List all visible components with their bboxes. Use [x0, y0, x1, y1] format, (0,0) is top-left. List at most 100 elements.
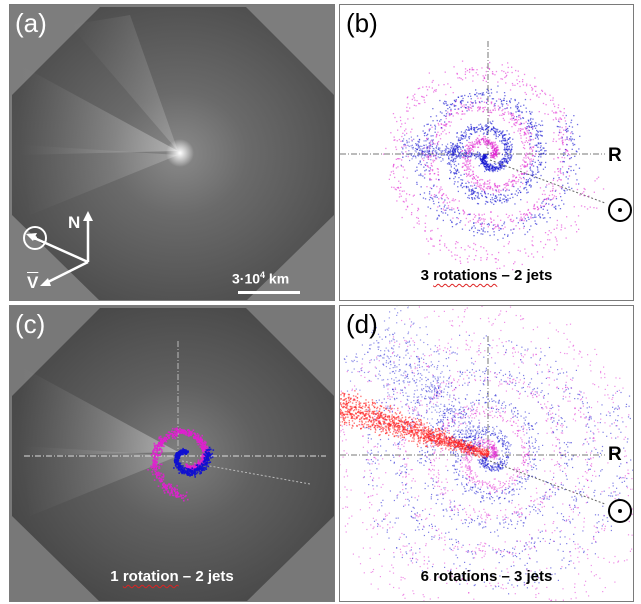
jet-particle [515, 190, 518, 192]
jet-particle [419, 193, 421, 196]
jet-particle [430, 164, 432, 167]
jet-particle [424, 230, 426, 232]
jet-particle [438, 201, 440, 204]
jet-particle [199, 440, 201, 443]
jet-particle [412, 117, 415, 119]
jet-particle [423, 192, 426, 194]
jet-particle [517, 474, 519, 476]
jet-particle [381, 565, 383, 567]
jet-particle [584, 206, 586, 208]
jet-particle [490, 101, 492, 103]
jet-particle [503, 99, 505, 102]
jet-particle [493, 231, 495, 233]
jet-particle [527, 181, 529, 183]
jet-particle [574, 526, 576, 529]
jet-particle [516, 217, 518, 219]
jet-particle [533, 125, 536, 127]
jet-particle [474, 100, 476, 102]
jet-particle [507, 62, 509, 64]
jet-particle [464, 192, 467, 195]
jet-particle [168, 431, 171, 433]
jet-particle [555, 189, 557, 191]
jet-particle [540, 134, 542, 136]
jet-particle [167, 491, 169, 494]
jet-particle [543, 190, 545, 192]
jet-particle [528, 505, 530, 507]
jet-particle [457, 113, 459, 115]
jet-particle [429, 145, 432, 147]
jet-particle [538, 364, 541, 366]
jet-particle [523, 73, 526, 76]
jet-particle [197, 436, 200, 439]
jet-particle [434, 126, 437, 128]
jet-particle [567, 178, 569, 180]
jet-particle [538, 96, 540, 98]
jet-particle [157, 455, 159, 458]
jet-particle [568, 168, 570, 170]
jet-particle [476, 131, 478, 133]
jet-particle [495, 258, 497, 260]
jet-particle [558, 131, 561, 133]
jet-particle [561, 188, 563, 190]
jet-particle [482, 218, 485, 220]
jet-particle [435, 158, 437, 160]
jet-particle [193, 470, 196, 472]
jet-particle [515, 177, 517, 179]
jet-particle [541, 124, 544, 126]
jet-particle [464, 137, 466, 139]
jet-particle [526, 173, 528, 175]
jet-particle [539, 93, 541, 95]
jet-particle [362, 547, 364, 549]
jet-particle [506, 157, 508, 160]
jet-particle [450, 110, 452, 112]
jet-particle [502, 188, 504, 190]
jet-particle [484, 550, 486, 553]
jet-particle [186, 469, 189, 472]
jet-particle [421, 149, 423, 151]
jet-particle [513, 469, 515, 471]
jet-particle [479, 158, 481, 161]
jet-particle [485, 128, 487, 130]
jet-particle [566, 144, 568, 146]
jet-particle [542, 214, 544, 216]
jet-particle [578, 183, 580, 185]
jet-particle [422, 154, 424, 156]
jet-particle [608, 397, 610, 399]
jet-particle [400, 119, 402, 122]
jet-particle [514, 484, 516, 486]
jet-particle [176, 496, 178, 498]
jet-particle [536, 94, 538, 96]
jet-particle [467, 166, 469, 168]
jet-particle [469, 160, 471, 162]
jet-particle [498, 166, 500, 168]
jet-particle [439, 149, 441, 151]
jet-particle [487, 130, 490, 132]
jet-particle [491, 147, 493, 149]
jet-particle [448, 150, 450, 152]
jet-particle [525, 179, 528, 181]
jet-particle [520, 168, 522, 170]
jet-particle [466, 258, 469, 260]
jet-particle [471, 193, 474, 195]
jet-particle [529, 98, 532, 101]
jet-particle [445, 125, 447, 127]
jet-particle [449, 150, 451, 152]
jet-particle [488, 141, 491, 143]
jet-particle [470, 101, 472, 103]
jet-particle [461, 113, 463, 115]
jet-particle [542, 200, 544, 203]
jet-particle [473, 153, 475, 155]
jet-particle [204, 451, 207, 453]
jet-particle [476, 220, 479, 222]
jet-particle [416, 100, 418, 102]
jet-particle [544, 198, 546, 200]
jet-particle [491, 165, 493, 168]
jet-particle [495, 195, 497, 197]
jet-particle [564, 129, 567, 131]
jet-particle [419, 160, 421, 162]
jet-particle [389, 570, 391, 572]
jet-particle [192, 429, 195, 431]
jet-particle [577, 215, 580, 217]
jet-particle [520, 213, 522, 215]
jet-particle [209, 461, 212, 463]
